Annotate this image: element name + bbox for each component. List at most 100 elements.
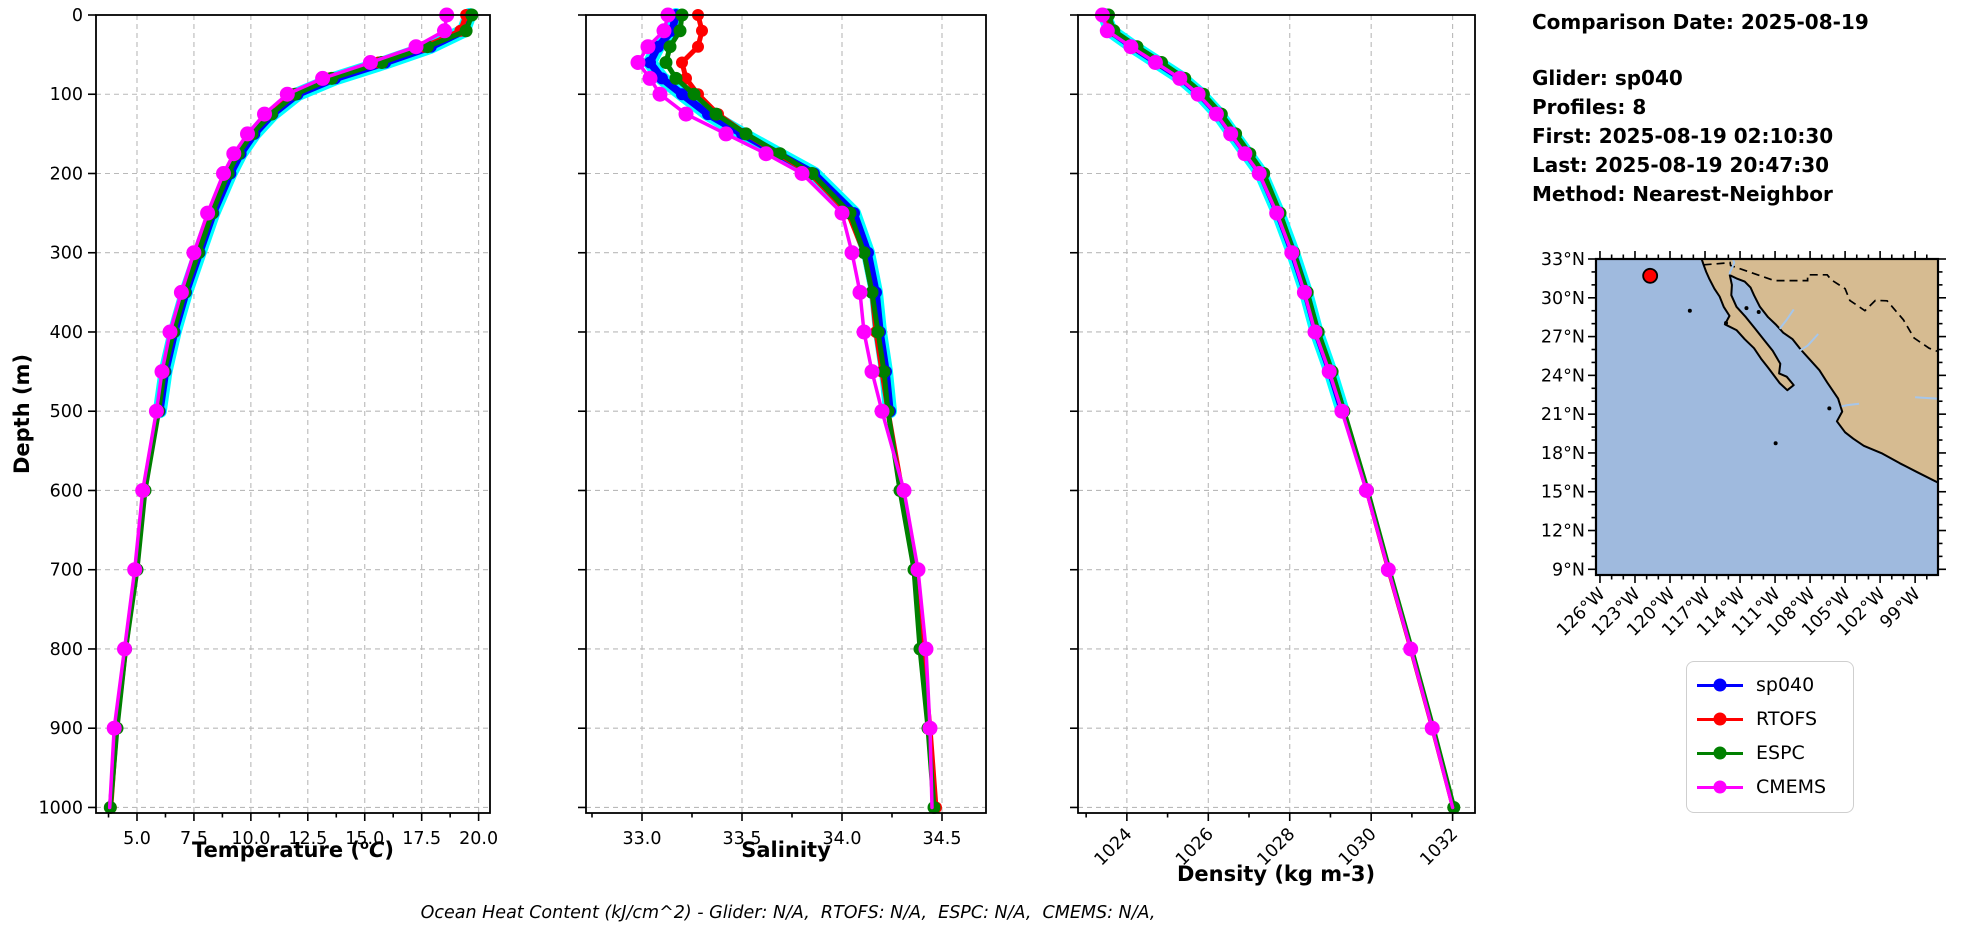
CMEMS-marker [874, 403, 890, 419]
CMEMS-marker [1321, 364, 1337, 380]
CMEMS-marker [1208, 106, 1224, 122]
sp040-marker [644, 56, 656, 69]
depth-tick-label: 900 [50, 719, 83, 739]
CMEMS-marker [1237, 146, 1253, 162]
CMEMS-marker [226, 146, 242, 162]
x-tick-label: 34.5 [923, 829, 962, 849]
sp040-marker [656, 72, 668, 85]
legend-item-RTOFS: RTOFS [1697, 702, 1843, 736]
CMEMS-marker [1424, 720, 1440, 736]
CMEMS-marker [718, 126, 734, 142]
CMEMS-marker [834, 205, 850, 221]
CMEMS-marker [135, 483, 151, 498]
info-profiles: Profiles: 8 [1532, 95, 1647, 119]
CMEMS-marker [1147, 55, 1163, 70]
CMEMS-marker [162, 324, 178, 340]
profiles-envelope-line [1097, 8, 1350, 419]
island [1687, 308, 1692, 313]
density-plot: 1024 1026 1028 1030 1032 [1070, 7, 1476, 870]
x-tick-label: 1024 [1091, 824, 1137, 870]
location-map: 126°W123°W120°W117°W114°W111°W108°W105°W… [1541, 250, 1946, 641]
CMEMS-marker [922, 720, 938, 736]
info-glider: Glider: sp040 [1532, 66, 1683, 90]
CMEMS-marker [1296, 284, 1312, 300]
CMEMS-marker [257, 106, 272, 122]
x-tick-label: 7.5 [180, 829, 208, 849]
map-lat-label: 18°N [1541, 444, 1585, 464]
CMEMS-marker [127, 562, 143, 578]
CMEMS-marker [844, 245, 860, 261]
CMEMS-marker [1269, 205, 1285, 221]
sp040-marker [676, 88, 688, 101]
CMEMS-marker [794, 166, 810, 181]
CMEMS-marker [1123, 39, 1139, 55]
depth-tick-label: 300 [50, 244, 83, 264]
glider-position-marker [1642, 267, 1659, 284]
salinity-axis-label: Salinity [741, 838, 831, 862]
RTOFS-marker [676, 56, 688, 69]
map-lat-label: 33°N [1541, 250, 1585, 270]
map-lat-label: 12°N [1541, 522, 1585, 542]
island [1756, 310, 1761, 315]
RTOFS-marker [696, 24, 708, 37]
x-tick-label: 17.5 [402, 829, 441, 849]
depth-tick-label: 100 [50, 85, 83, 105]
CMEMS-marker [1358, 483, 1374, 498]
legend-item-ESPC: ESPC [1697, 736, 1843, 770]
river [1728, 259, 1736, 275]
x-tick-label: 12.5 [288, 829, 327, 849]
x-tick-label: 5.0 [123, 829, 151, 849]
depth-tick-label: 500 [50, 402, 83, 422]
temperature-axis-label: Temperature (oC) [192, 838, 394, 862]
x-tick-label: 10.0 [231, 829, 270, 849]
ocean-heat-content-note: Ocean Heat Content (kJ/cm^2) - Glider: N… [420, 903, 1156, 923]
map-lon-label: 99°W [1876, 584, 1924, 632]
CMEMS-marker [154, 364, 170, 380]
legend-line-marker [1697, 746, 1743, 761]
legend-label: ESPC [1756, 742, 1805, 764]
CMEMS-marker [437, 23, 452, 39]
depth-tick-label: 0 [72, 6, 83, 26]
legend-line-marker [1697, 712, 1743, 727]
legend-label: sp040 [1756, 674, 1815, 696]
CMEMS-marker [106, 720, 122, 736]
sp040-marker [652, 40, 664, 53]
x-tick-label: 34.0 [823, 829, 862, 849]
river [1915, 396, 1938, 400]
CMEMS-marker [1380, 562, 1396, 578]
legend-label: CMEMS [1756, 776, 1827, 798]
CMEMS-marker [852, 284, 868, 300]
CMEMS-marker [918, 641, 934, 657]
density-axis-label: Density (kg m-3) [1176, 862, 1376, 886]
CMEMS-marker [864, 364, 880, 380]
ESPC-marker [877, 365, 891, 379]
CMEMS-marker [173, 284, 189, 300]
salinity-plot: 33.0 33.5 34.0 34.5 [578, 7, 987, 849]
CMEMS-marker [910, 562, 926, 578]
ESPC-marker [927, 801, 941, 814]
CMEMS-marker [186, 245, 202, 261]
info-panel: Comparison Date: 2025-08-19 Glider: sp04… [1532, 8, 1869, 209]
CMEMS-marker [678, 106, 694, 122]
ESPC-marker [857, 246, 871, 260]
map-lat-label: 9°N [1552, 560, 1585, 580]
depth-tick-label: 800 [50, 640, 83, 660]
us-mexico-border [1703, 261, 1938, 353]
CMEMS-marker [117, 641, 132, 657]
island [1827, 406, 1832, 411]
ESPC-marker [687, 87, 701, 101]
river [1778, 308, 1795, 330]
x-tick-label: 20.0 [459, 829, 498, 849]
legend-line-marker [1697, 678, 1743, 693]
ESPC-marker [459, 24, 473, 38]
ESPC-marker [865, 285, 879, 299]
legend-label: RTOFS [1756, 708, 1818, 730]
island [1773, 441, 1778, 446]
ESPC-marker [663, 40, 677, 54]
CMEMS-marker [1307, 324, 1323, 340]
CMEMS-marker [1403, 641, 1419, 657]
river [1799, 333, 1819, 352]
CMEMS-marker [315, 70, 331, 86]
map-lat-label: 15°N [1541, 483, 1585, 503]
island [1744, 306, 1749, 311]
